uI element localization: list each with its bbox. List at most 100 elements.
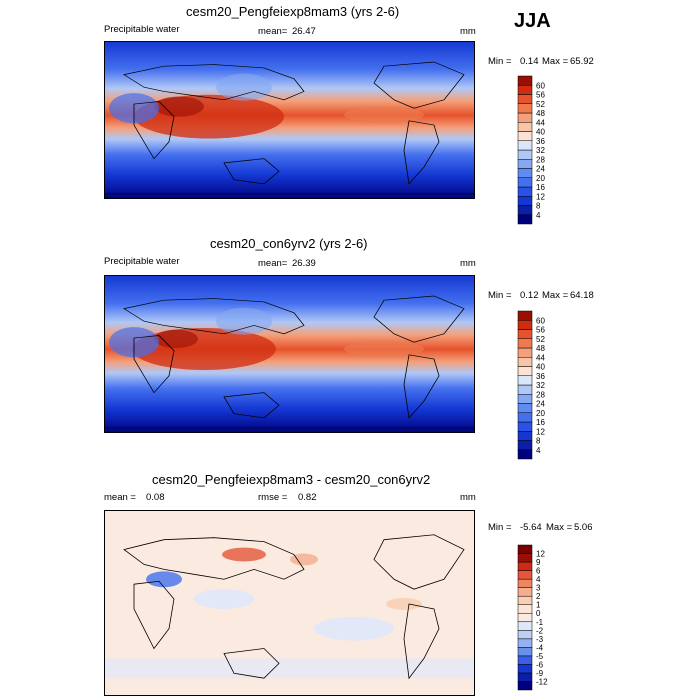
colorbar-swatch <box>517 384 533 395</box>
colorbar-swatch <box>517 544 533 554</box>
panel-diff-min-value: -5.64 <box>520 522 542 533</box>
colorbar-tick-label: 40 <box>536 363 545 372</box>
colorbar-swatch <box>517 412 533 423</box>
colorbar-tick-label: 0 <box>536 609 541 618</box>
colorbar-swatch <box>517 366 533 376</box>
colorbar-swatch <box>517 431 533 441</box>
colorbar-swatch <box>517 205 533 215</box>
colorbar-swatch <box>517 214 533 225</box>
colorbar-tick-label: 40 <box>536 128 545 137</box>
colorbar-swatch <box>517 94 533 104</box>
colorbar-swatch <box>517 177 533 188</box>
colorbar-tick-label: 6 <box>536 567 541 576</box>
colorbar-tick-label: 4 <box>536 446 541 455</box>
colorbar-swatch <box>517 621 533 631</box>
colorbar-tick-label: -3 <box>536 635 544 644</box>
colorbar-swatch <box>517 561 533 571</box>
colorbar-swatch <box>517 320 533 330</box>
panel-middle-title: cesm20_con6yrv2 (yrs 2-6) <box>210 236 368 251</box>
colorbar-swatch <box>517 655 533 665</box>
colorbar-swatch <box>517 553 533 563</box>
colorbar-tick-label: -6 <box>536 660 544 669</box>
panel-middle-units: mm <box>460 258 476 269</box>
colorbar-swatch <box>517 310 533 321</box>
colorbar-tick-label: 4 <box>536 211 541 220</box>
colorbar-swatch <box>517 122 533 132</box>
colorbar-swatch <box>517 329 533 339</box>
colorbar-swatch <box>517 357 533 367</box>
colorbar-swatch <box>517 149 533 160</box>
colorbar-swatch <box>517 449 533 460</box>
panel-middle-max-value: 64.18 <box>570 290 594 301</box>
colorbar-swatch <box>517 159 533 169</box>
panel-middle-min-value: 0.12 <box>520 290 539 301</box>
colorbar-tick-label: 16 <box>536 183 545 192</box>
panel-middle-map <box>104 275 475 433</box>
colorbar-swatch <box>517 604 533 614</box>
colorbar-swatch <box>517 630 533 640</box>
colorbar-swatch <box>517 375 533 386</box>
panel-diff-map <box>104 510 475 696</box>
panel-top-units: mm <box>460 26 476 37</box>
colorbar-tick-label: 9 <box>536 558 541 567</box>
colorbar-tick-label: 24 <box>536 400 545 409</box>
colorbar-tick-label: 12 <box>536 192 545 201</box>
colorbar-swatch <box>517 440 533 450</box>
colorbar-tick-label: 44 <box>536 353 545 362</box>
colorbar-swatch <box>517 168 533 178</box>
colorbar-tick-label: 56 <box>536 91 545 100</box>
colorbar-tick-label: 20 <box>536 174 545 183</box>
colorbar-swatch <box>517 570 533 580</box>
colorbar-tick-label: 12 <box>536 550 545 559</box>
colorbar-swatch <box>517 112 533 123</box>
colorbar-tick-label: 8 <box>536 202 541 211</box>
colorbar-tick-label: 52 <box>536 335 545 344</box>
colorbar-tick-label: 4 <box>536 575 541 584</box>
panel-diff-title: cesm20_Pengfeiexp8mam3 - cesm20_con6yrv2 <box>152 472 431 487</box>
colorbar-swatch <box>517 578 533 588</box>
colorbar-swatch <box>517 681 533 691</box>
colorbar-swatch <box>517 140 533 151</box>
panel-diff-rmse-label: rmse = <box>258 492 288 503</box>
colorbar-tick-label: 32 <box>536 381 545 390</box>
panel-diff-rmse-value: 0.82 <box>298 492 317 503</box>
panel-middle-mean-label: mean= <box>258 258 288 269</box>
colorbar-tick-label: 48 <box>536 109 545 118</box>
panel-middle-variable: Precipitable water <box>104 256 180 267</box>
season-label: JJA <box>514 10 551 32</box>
colorbar-tick-label: 48 <box>536 344 545 353</box>
colorbar-swatch <box>517 638 533 648</box>
panel-diff-mean-label: mean = <box>104 492 136 503</box>
panel-diff-max-value: 5.06 <box>574 522 593 533</box>
colorbar-tick-label: 8 <box>536 437 541 446</box>
colorbar-swatch <box>517 403 533 413</box>
colorbar-tick-label: 32 <box>536 146 545 155</box>
panel-top-max-label: Max = <box>542 56 569 67</box>
colorbar-tick-label: 52 <box>536 100 545 109</box>
colorbar-tick-label: 28 <box>536 390 545 399</box>
colorbar-swatch <box>517 612 533 623</box>
colorbar-swatch <box>517 75 533 86</box>
panel-diff-min-label: Min = <box>488 522 512 533</box>
colorbar-swatch <box>517 103 533 114</box>
colorbar-tick-label: 1 <box>536 601 541 610</box>
colorbar-tick-label: 60 <box>536 81 545 90</box>
colorbar-tick-label: -12 <box>536 677 548 686</box>
colorbar-tick-label: 12 <box>536 427 545 436</box>
colorbar-swatch <box>517 85 533 95</box>
colorbar-tick-label: -5 <box>536 652 544 661</box>
colorbar-swatch <box>517 394 533 404</box>
colorbar-tick-label: 16 <box>536 418 545 427</box>
colorbar-tick-label: 60 <box>536 316 545 325</box>
colorbar-tick-label: -4 <box>536 643 544 652</box>
panel-top-max-value: 65.92 <box>570 56 594 67</box>
colorbar-swatch <box>517 347 533 358</box>
colorbar-swatch <box>517 664 533 674</box>
panel-top-min-label: Min = <box>488 56 512 67</box>
panel-top-map <box>104 41 475 199</box>
colorbar-tick-label: 44 <box>536 118 545 127</box>
colorbar-tick-label: 20 <box>536 409 545 418</box>
colorbar-tick-label: -2 <box>536 626 544 635</box>
